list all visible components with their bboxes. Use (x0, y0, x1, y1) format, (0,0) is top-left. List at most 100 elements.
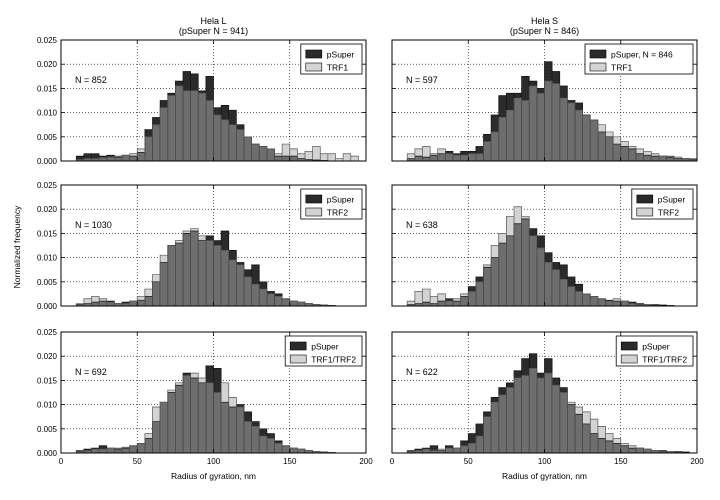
bar-overlap (106, 157, 115, 161)
bar-overlap (305, 303, 313, 306)
bar-overlap (460, 296, 469, 306)
bar-overlap (129, 301, 138, 306)
bar-treatment (289, 148, 298, 161)
bar-overlap (559, 392, 568, 453)
bar-overlap (244, 136, 252, 161)
legend-label: TRF1 (611, 63, 633, 73)
panel-title: Hela S (531, 16, 558, 26)
bar-overlap (289, 448, 298, 453)
bar-overlap (167, 392, 176, 453)
bar-overlap (422, 302, 431, 306)
bar-overlap (567, 404, 575, 453)
bar-overlap (552, 269, 560, 306)
bar-overlap (228, 124, 237, 161)
legend-swatch (589, 62, 607, 72)
bar-overlap (559, 98, 568, 161)
legend-swatch (636, 207, 654, 217)
bar-overlap (122, 448, 130, 453)
bar-overlap (468, 153, 476, 161)
bar-overlap (266, 148, 275, 161)
bar-treatment (430, 296, 438, 306)
bar-overlap (643, 155, 652, 161)
bar-overlap (620, 445, 629, 453)
y-tick-label: 0.010 (37, 401, 58, 410)
y-tick-label: 0.015 (37, 84, 58, 93)
y-tick-label: 0.000 (37, 302, 58, 311)
bar-overlap (99, 449, 107, 453)
y-tick-label: 0.015 (37, 376, 58, 385)
bar-overlap (643, 449, 652, 453)
bar-overlap (658, 451, 667, 453)
bar-overlap (491, 131, 499, 161)
bar-overlap (282, 298, 290, 306)
bar-overlap (221, 250, 229, 306)
legend-swatch (620, 341, 638, 351)
bar-overlap (228, 260, 237, 306)
bar-overlap (506, 235, 514, 306)
bar-overlap (422, 449, 431, 453)
count-annotation: N = 622 (406, 367, 438, 377)
bar-overlap (122, 303, 130, 306)
bar-overlap (529, 368, 537, 453)
bar-overlap (590, 119, 598, 161)
legend-label: TRF1/TRF2 (642, 355, 687, 365)
bar-overlap (483, 267, 492, 306)
bar-overlap (274, 156, 283, 161)
x-tick-label: 50 (464, 457, 473, 466)
bar-overlap (620, 301, 629, 306)
legend: pSuper TRF1/TRF2 (615, 335, 694, 367)
bar-overlap (190, 230, 199, 306)
outline-pSuper (406, 61, 697, 161)
bar-overlap (83, 158, 92, 161)
legend-swatch (305, 49, 323, 59)
bar-overlap (266, 438, 275, 453)
bar-overlap (636, 448, 644, 453)
bar-overlap (697, 160, 705, 161)
y-tick-label: 0.000 (37, 449, 58, 458)
bar-pSuper (76, 156, 84, 161)
bar-overlap (266, 293, 275, 306)
bar-overlap (514, 223, 522, 306)
bar-treatment (414, 291, 423, 306)
bar-overlap (666, 157, 675, 161)
legend-swatch (305, 194, 323, 204)
bar-overlap (99, 157, 107, 161)
bar-overlap (430, 450, 438, 453)
bar-overlap (137, 152, 145, 161)
bar-overlap (453, 301, 461, 306)
legend-label: pSuper (658, 195, 686, 205)
legend-label: pSuper (327, 50, 355, 60)
bar-overlap (289, 156, 298, 161)
count-annotation: N = 852 (75, 75, 107, 85)
bar-overlap (236, 129, 244, 161)
bar-overlap (259, 146, 267, 161)
bar-overlap (167, 245, 176, 306)
bar-overlap (628, 303, 636, 306)
bar-overlap (559, 279, 568, 306)
histogram-panel-6: 0 50 100 150 200 Radius of gyration, nm N = 62… (390, 331, 704, 481)
bar-overlap (152, 421, 161, 453)
bar-overlap (407, 451, 415, 453)
bar-overlap (536, 93, 545, 161)
bar-treatment (437, 293, 446, 306)
y-tick-label: 0.025 (37, 36, 58, 45)
y-tick-label: 0.010 (37, 254, 58, 263)
bar-overlap (544, 262, 553, 306)
panel-title: (pSuper N = 846) (510, 26, 579, 36)
count-annotation: N = 692 (75, 367, 107, 377)
bar-treatment (350, 156, 359, 161)
bar-overlap (144, 296, 153, 306)
bar-overlap (597, 438, 606, 453)
histogram-panel-3: 0.000 0.005 0.010 0.015 0.020 0.025 N = 1030 pS… (37, 181, 367, 311)
bar-treatment (297, 153, 305, 161)
bar-overlap (605, 301, 614, 306)
y-tick-label: 0.025 (37, 181, 58, 190)
bar-pSuper (430, 445, 438, 453)
bar-overlap (198, 240, 206, 306)
bar-overlap (437, 450, 446, 453)
bar-overlap (76, 451, 84, 453)
histogram-panel-4: N = 638 pSuper TRF2 (391, 184, 698, 307)
bar-overlap (491, 257, 499, 306)
bar-overlap (430, 303, 438, 306)
bar-overlap (552, 83, 560, 161)
